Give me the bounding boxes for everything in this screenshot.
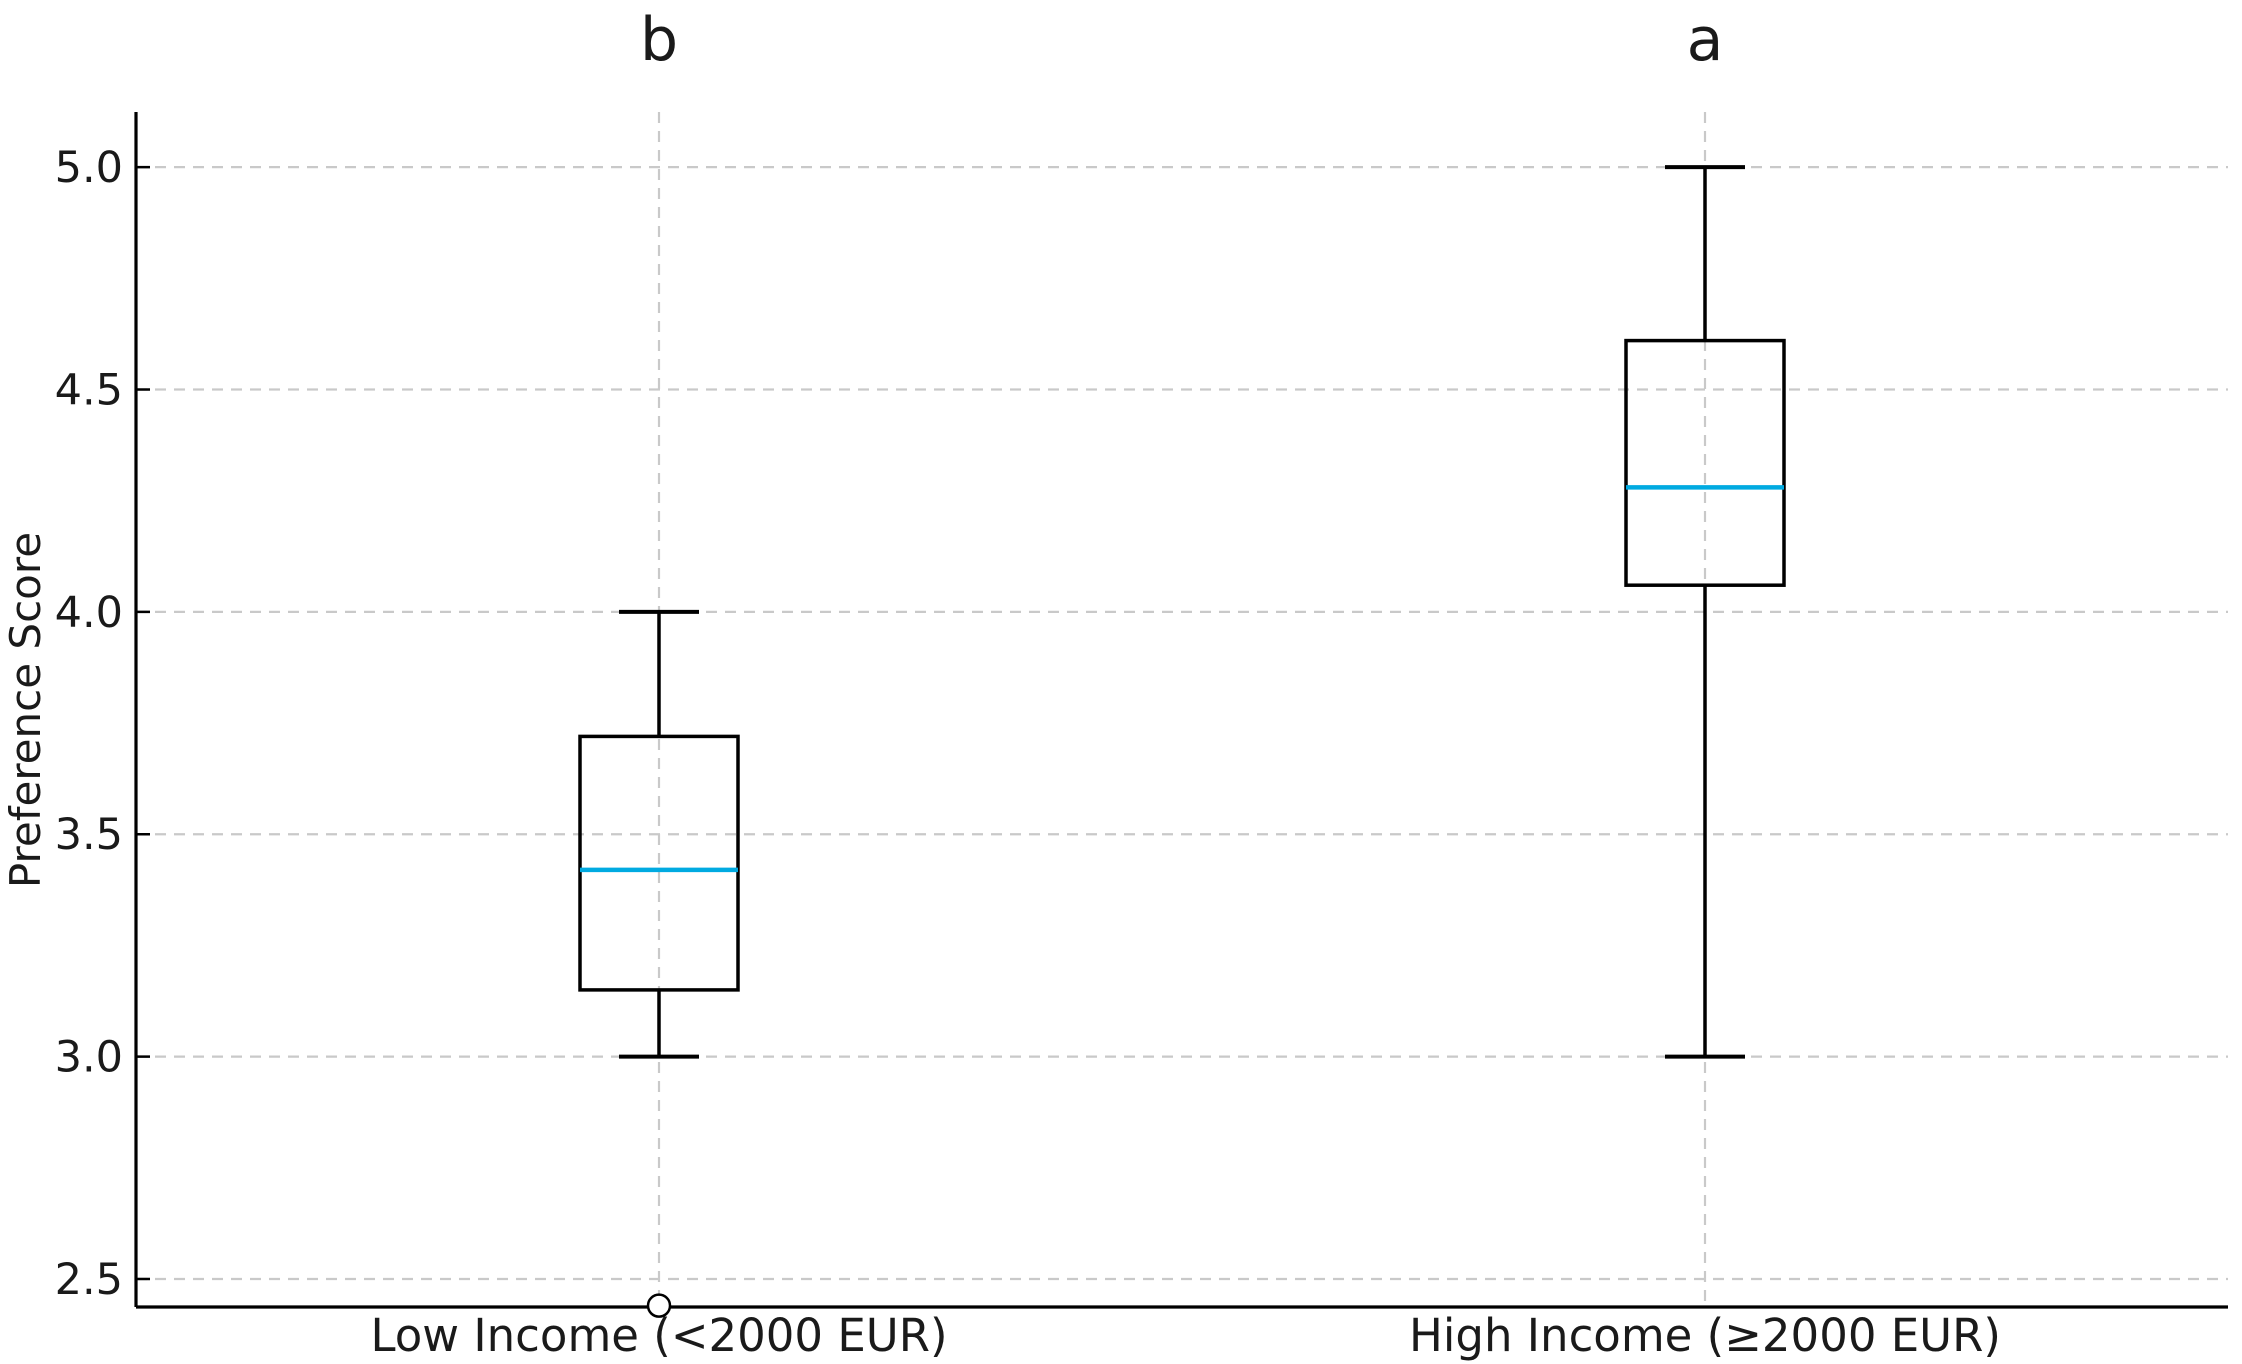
x-category-label-1: High Income (≥2000 EUR) (1409, 1309, 2001, 1362)
significance-letter-1: a (1687, 5, 1724, 75)
y-axis-title: Preference Score (1, 532, 50, 888)
x-category-label-0: Low Income (<2000 EUR) (370, 1309, 947, 1362)
iqr-box-1 (1624, 338, 1786, 587)
y-tick-label: 3.5 (55, 810, 123, 860)
y-tick-label: 2.5 (55, 1255, 123, 1305)
y-tick-label: 3.0 (55, 1033, 123, 1083)
y-tick-label: 4.0 (55, 588, 123, 638)
significance-letter-0: b (640, 5, 678, 75)
y-tick-label: 5.0 (55, 143, 123, 193)
iqr-box-0 (578, 734, 740, 992)
y-tick-label: 4.5 (55, 366, 123, 416)
outlier-point-0-0 (646, 1293, 672, 1318)
